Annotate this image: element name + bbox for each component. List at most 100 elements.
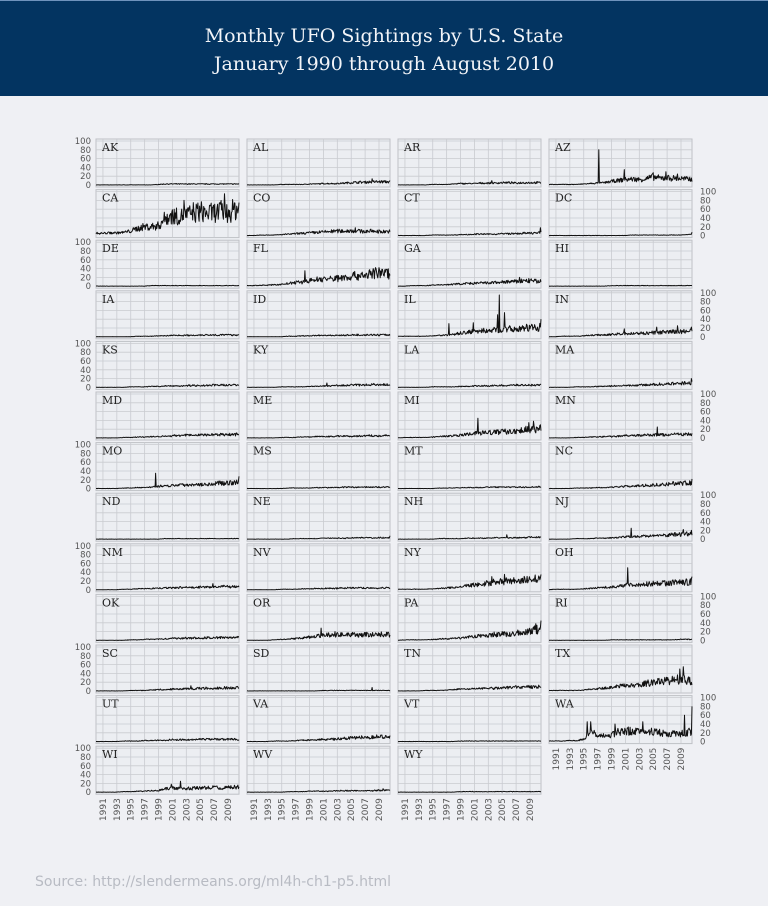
y-tick-label: 20 [700,628,711,638]
series-line [246,788,391,793]
y-tick-label: 0 [700,636,705,646]
state-label: KY [253,343,269,356]
state-label: SD [253,647,270,660]
series-line [397,485,542,490]
y-tick-label: 40 [80,163,91,173]
series-line [247,333,391,338]
state-label: RI [555,596,568,609]
y-tick-label: 0 [86,383,91,393]
y-tick-label: 20 [80,476,91,486]
y-tick-label: 40 [700,315,711,325]
state-label: VA [252,698,269,711]
y-tick-label: 100 [75,542,91,552]
y-tick-label: 20 [700,526,711,536]
state-label: NC [555,445,573,458]
panel-pa: PA [397,593,542,643]
y-tick-label: 100 [75,441,91,451]
x-tick-label: 2005 [498,798,508,821]
series-line [96,472,240,490]
panel-ms: MS [246,442,391,492]
state-label: MO [102,445,122,458]
state-label: WI [102,748,118,761]
y-tick-label: 80 [80,652,91,662]
y-tick-label: 80 [700,500,711,510]
x-tick-label: 2007 [361,798,371,821]
y-tick-label: 80 [80,348,91,358]
panel-vt: VT [397,695,542,745]
y-tick-label: 60 [80,155,91,165]
series-line [548,638,693,641]
panel-ma: MA [548,340,693,390]
y-tick-label: 20 [80,273,91,283]
x-tick-label: 1997 [141,798,151,821]
state-label: TN [404,647,421,660]
panel-sd: SD [246,644,391,694]
panel-ny: NY [397,543,542,593]
panel-fl: FL [246,239,391,289]
x-tick-label: 1993 [566,748,576,771]
y-tick-label: 40 [80,771,91,781]
y-tick-label: 20 [700,425,711,435]
x-tick-label: 1991 [250,798,260,821]
series-line [398,573,542,590]
series-line [247,535,391,540]
state-label: ID [253,293,266,306]
y-tick-label: 100 [75,238,91,248]
state-label: TX [555,647,570,660]
x-tick-label: 1999 [306,798,316,821]
series-line [96,333,240,338]
chart-title: Monthly UFO Sightings by U.S. State [204,25,564,47]
state-label: PA [404,596,419,609]
state-label: OH [555,546,574,559]
panel-az: AZ [548,138,693,188]
series-line [96,737,240,743]
x-tick-label: 1993 [264,798,274,821]
state-label: NH [404,495,423,508]
y-tick-label: 100 [75,643,91,653]
y-tick-label: 60 [80,661,91,671]
state-label: CA [102,192,119,205]
x-tick-label: 1993 [415,798,425,821]
panel-ne: NE [246,492,391,542]
state-label: AZ [554,141,571,154]
state-label: MT [404,445,423,458]
y-tick-label: 80 [700,298,711,308]
chart-subtitle: January 1990 through August 2010 [213,53,555,75]
y-tick-label: 40 [700,518,711,528]
state-label: FL [253,242,269,255]
panel-nd: ND [95,492,240,542]
series-line [548,527,693,540]
panel-nv: NV [246,543,391,593]
panel-mt: MT [397,442,542,492]
y-tick-label: 20 [700,223,711,233]
series-line [548,325,693,338]
x-tick-label: 1999 [608,747,618,770]
y-tick-label: 20 [80,779,91,789]
x-tick-label: 1991 [401,798,411,821]
y-tick-label: 0 [700,434,705,444]
y-tick-label: 100 [700,390,716,400]
state-label: IA [102,293,115,306]
state-label: ME [253,394,272,407]
y-tick-label: 100 [700,188,716,198]
panel-ct: CT [397,189,542,239]
y-tick-label: 60 [80,357,91,367]
state-label: MI [404,394,420,407]
y-tick-label: 20 [80,577,91,587]
x-tick-label: 2003 [333,798,343,821]
panel-id: ID [246,290,391,340]
state-label: NE [253,495,271,508]
series-line [548,666,693,692]
series-line [247,734,391,743]
series-line [548,284,693,287]
series-line [246,382,391,388]
series-line [96,383,240,388]
series-line [549,426,693,439]
